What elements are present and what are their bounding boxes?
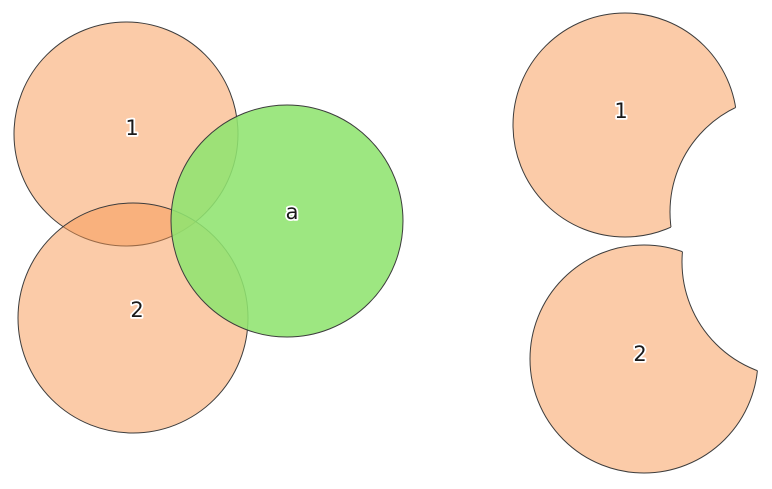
label-result-feature-1: 1 — [614, 99, 627, 123]
label-result-feature-2: 2 — [633, 342, 646, 366]
result-circle-1-body — [513, 13, 737, 237]
label-input-circle-2: 2 — [130, 298, 143, 322]
label-overlay-circle-a: a — [286, 200, 299, 224]
label-input-circle-1: 1 — [125, 116, 138, 140]
difference-operation-diagram: 1 2 a 1 2 — [0, 0, 772, 489]
